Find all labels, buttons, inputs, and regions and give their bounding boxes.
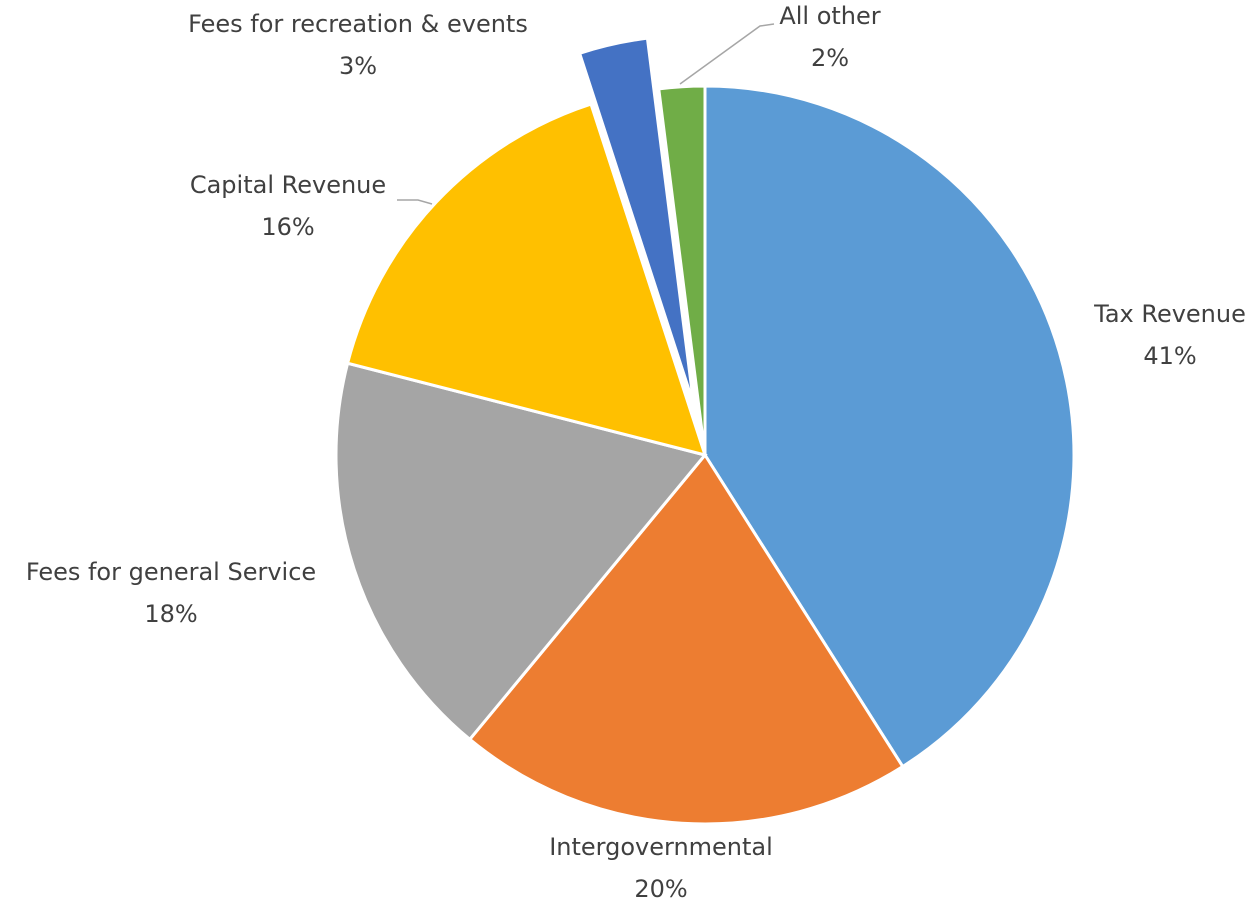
slice-label-name: Fees for general Service [26, 558, 316, 586]
slice-label-percent: 18% [144, 600, 197, 628]
slice-label-intergovernmental: Intergovernmental 20% [549, 833, 773, 903]
slice-labels: Tax Revenue 41% Intergovernmental 20% Fees f… [26, 2, 1246, 903]
slice-label-percent: 41% [1143, 342, 1196, 370]
slice-label-all-other: All other 2% [779, 2, 880, 72]
slice-label-name: Fees for recreation & events [188, 10, 528, 38]
pie-slice-intergovernmental [467, 452, 905, 826]
slice-label-name: Capital Revenue [190, 171, 386, 199]
slice-label-capital-revenue: Capital Revenue 16% [190, 171, 386, 241]
slice-label-percent: 2% [811, 44, 849, 72]
slice-label-percent: 3% [339, 52, 377, 80]
pie-slice-capital-revenue [345, 102, 708, 458]
slice-label-tax-revenue: Tax Revenue 41% [1093, 300, 1246, 370]
pie-slice-fees-for-recreation-and-events [577, 36, 696, 405]
pie-slice-fees-for-general-service [334, 361, 708, 742]
slice-label-name: Tax Revenue [1093, 300, 1246, 328]
leader-lines [397, 23, 775, 205]
slice-label-fees-for-general-service: Fees for general Service 18% [26, 558, 316, 628]
pie-slice-tax-revenue [703, 84, 1076, 769]
slice-label-percent: 20% [634, 875, 687, 903]
leader-line-capital-revenue [397, 199, 433, 205]
slice-label-fees-for-recreation-and-events: Fees for recreation & events 3% [188, 10, 528, 80]
pie-slices [334, 36, 1076, 826]
slice-label-name: Intergovernmental [549, 833, 773, 861]
pie-slice-all-other [657, 84, 707, 456]
leader-line-all-other [679, 23, 775, 85]
slice-label-name: All other [779, 2, 880, 30]
slice-label-percent: 16% [261, 213, 314, 241]
